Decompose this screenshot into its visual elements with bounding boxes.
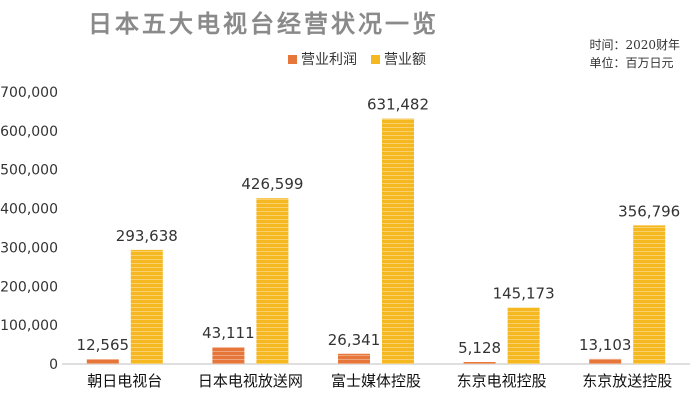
bar-profit [212,347,245,364]
legend-swatch-revenue [371,54,380,64]
chart-meta: 时间：2020财年 单位：百万日元 [589,36,680,72]
x-category-label: 朝日电视台 [87,372,162,390]
y-tick-label: 400,000 [0,202,58,218]
data-label-profit: 12,565 [77,336,130,354]
data-label-revenue: 145,173 [493,285,555,303]
data-label-profit: 26,341 [328,331,381,349]
data-label-revenue: 426,599 [241,175,303,193]
y-tick-label: 600,000 [0,124,58,140]
unit-label: 单位：百万日元 [589,56,674,70]
data-label-revenue: 631,482 [367,96,429,114]
y-tick-label: 200,000 [0,279,58,295]
data-label-revenue: 293,638 [116,227,178,245]
bar-revenue [507,307,540,364]
bar-revenue [256,198,289,364]
y-tick-label: 300,000 [0,240,58,256]
data-label-revenue: 356,796 [618,202,680,220]
x-category-label: 富士媒体控股 [331,372,421,390]
data-label-profit: 5,128 [458,339,501,357]
chart-title: 日本五大电视台经营状况一览 [88,10,439,38]
data-label-profit: 43,111 [202,324,255,342]
bar-profit [463,362,496,364]
y-tick-label: 0 [49,357,58,373]
bar-revenue [130,249,163,364]
bar-profit [338,353,370,364]
bar-profit [86,359,119,364]
bar-profit [589,358,622,364]
data-label-profit: 13,103 [579,336,632,354]
x-category-label: 日本电视放送网 [198,372,303,390]
legend: 营业利润 营业额 [288,49,440,69]
x-category-label: 东京放送控股 [582,372,672,390]
time-label: 时间：2020财年 [589,38,680,52]
bar-revenue [382,118,414,364]
legend-label-profit: 营业利润 [301,52,357,68]
y-tick-label: 100,000 [0,318,58,334]
legend-item-profit: 营业利润 [288,49,357,69]
legend-swatch-profit [288,54,297,64]
x-category-label: 东京电视控股 [457,372,547,390]
y-tick-label: 500,000 [0,163,58,179]
legend-item-revenue: 营业额 [371,49,426,69]
y-tick-label: 700,000 [0,85,58,101]
bar-revenue [633,225,666,364]
legend-label-revenue: 营业额 [384,52,426,68]
